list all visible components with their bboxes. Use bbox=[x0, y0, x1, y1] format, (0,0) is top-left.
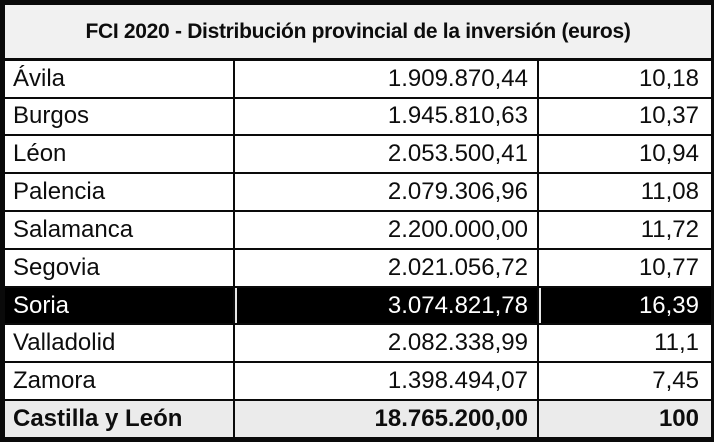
table-row-burgos: Burgos 1.945.810,63 10,37 bbox=[3, 96, 713, 137]
table-row-leon: Léon 2.053.500,41 10,94 bbox=[3, 134, 713, 175]
table-row-soria-highlighted: Soria 3.074.821,78 16,39 bbox=[3, 285, 713, 326]
table-row-palencia: Palencia 2.079.306,96 11,08 bbox=[3, 172, 713, 212]
amount-cell: 1.909.870,44 bbox=[233, 58, 539, 99]
amount-cell: 18.765.200,00 bbox=[233, 399, 539, 439]
table-row-avila: Ávila 1.909.870,44 10,18 bbox=[3, 58, 713, 99]
percent-cell: 10,18 bbox=[537, 58, 713, 99]
percent-cell: 10,94 bbox=[537, 134, 713, 175]
province-cell: Ávila bbox=[3, 58, 235, 99]
province-cell: Palencia bbox=[3, 172, 235, 212]
amount-cell: 3.074.821,78 bbox=[233, 285, 539, 326]
amount-cell: 2.200.000,00 bbox=[233, 210, 539, 250]
amount-cell: 1.945.810,63 bbox=[233, 96, 539, 137]
fci-2020-table: FCI 2020 - Distribución provincial de la… bbox=[3, 3, 713, 439]
amount-cell: 2.021.056,72 bbox=[233, 247, 539, 288]
table-row-valladolid: Valladolid 2.082.338,99 11,1 bbox=[3, 323, 713, 364]
table-row-zamora: Zamora 1.398.494,07 7,45 bbox=[3, 361, 713, 402]
province-cell: Zamora bbox=[3, 361, 235, 402]
percent-cell: 16,39 bbox=[537, 285, 713, 326]
province-cell: Segovia bbox=[3, 247, 235, 288]
percent-cell: 100 bbox=[537, 399, 713, 439]
province-cell: Valladolid bbox=[3, 323, 235, 364]
percent-cell: 11,08 bbox=[537, 172, 713, 212]
percent-cell: 7,45 bbox=[537, 361, 713, 402]
title-row: FCI 2020 - Distribución provincial de la… bbox=[3, 3, 713, 62]
region-total-cell: Castilla y León bbox=[3, 399, 235, 439]
province-cell: Soria bbox=[3, 285, 235, 326]
amount-cell: 2.079.306,96 bbox=[233, 172, 539, 212]
percent-cell: 10,77 bbox=[537, 247, 713, 288]
province-cell: Léon bbox=[3, 134, 235, 175]
province-cell: Burgos bbox=[3, 96, 235, 137]
amount-cell: 2.053.500,41 bbox=[233, 134, 539, 175]
table-row-segovia: Segovia 2.021.056,72 10,77 bbox=[3, 247, 713, 288]
percent-cell: 11,72 bbox=[537, 210, 713, 250]
table-title: FCI 2020 - Distribución provincial de la… bbox=[3, 3, 713, 62]
percent-cell: 10,37 bbox=[537, 96, 713, 137]
province-cell: Salamanca bbox=[3, 210, 235, 250]
table-row-salamanca: Salamanca 2.200.000,00 11,72 bbox=[3, 210, 713, 250]
amount-cell: 1.398.494,07 bbox=[233, 361, 539, 402]
amount-cell: 2.082.338,99 bbox=[233, 323, 539, 364]
percent-cell: 11,1 bbox=[537, 323, 713, 364]
table-row-total-castilla-y-leon: Castilla y León 18.765.200,00 100 bbox=[3, 399, 713, 439]
